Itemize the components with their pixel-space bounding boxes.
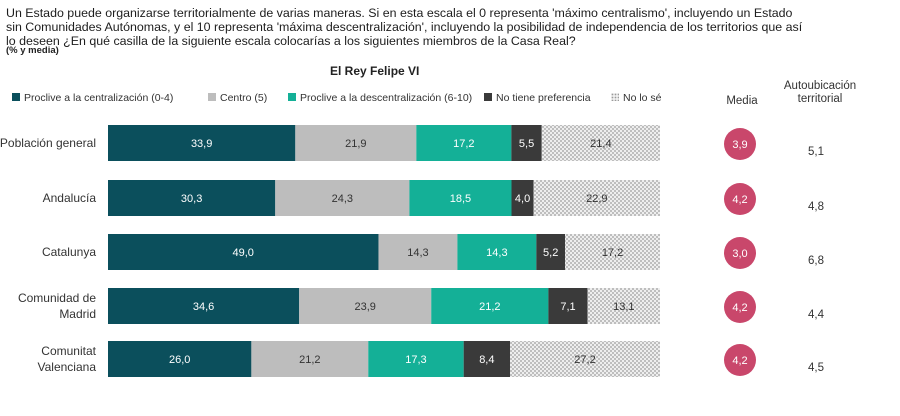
data-label: 21,2 [479, 301, 500, 313]
media-value: 3,0 [732, 248, 747, 260]
data-label: 14,3 [486, 247, 507, 259]
chart-title: El Rey Felipe VI [330, 64, 420, 78]
legend-item-descentralizacion: Proclive a la descentralización (6-10) [288, 92, 472, 104]
legend-swatch [12, 93, 20, 101]
question-text: Un Estado puede organizarse territorialm… [6, 6, 803, 48]
autoubicacion-value: 6,8 [808, 255, 824, 267]
autoubicacion-value: 4,8 [808, 201, 824, 213]
legend-swatch [611, 93, 619, 101]
legend-swatch [208, 93, 216, 101]
legend-label: No lo sé [623, 92, 662, 104]
data-label: 4,0 [515, 193, 530, 205]
bar-segment-descentralizacion [416, 125, 512, 161]
bar-segment-no_se [510, 341, 660, 377]
autoubicacion-value: 5,1 [808, 146, 824, 158]
bar-segment-centralizacion [108, 180, 276, 216]
bar-segment-no_se [533, 180, 660, 216]
bar-segment-centralizacion [108, 288, 300, 324]
data-label: 24,3 [332, 193, 353, 205]
legend-item-no-se: No lo sé [611, 92, 662, 104]
bar-segment-no_preferencia [536, 234, 566, 270]
data-label: 21,2 [299, 354, 320, 366]
bar-segment-no_se [565, 234, 660, 270]
data-label: 5,5 [519, 138, 534, 150]
bar-segment-centralizacion [108, 125, 296, 161]
media-circle [724, 183, 756, 215]
media-column-header: Media [726, 95, 758, 107]
bar-segment-no_preferencia [511, 125, 542, 161]
category-label: Catalunya [42, 245, 96, 259]
media-value: 4,2 [732, 302, 747, 314]
legend-label: No tiene preferencia [496, 92, 591, 104]
bar-segment-no_se [587, 288, 660, 324]
data-label: 7,1 [560, 301, 575, 313]
legend-label: Centro (5) [220, 92, 268, 104]
bar-segment-centro [299, 288, 432, 324]
legend-swatch [484, 93, 492, 101]
media-value: 4,2 [732, 355, 747, 367]
media-circle [724, 291, 756, 323]
data-label: 21,9 [345, 138, 366, 150]
question-note: (% y media) [6, 45, 59, 56]
media-circle [724, 128, 756, 160]
media-value: 4,2 [732, 194, 747, 206]
autoubicacion-column-header: Autoubicación territorial [783, 80, 857, 105]
data-label: 14,3 [407, 247, 428, 259]
bar-segment-centro [275, 180, 410, 216]
bar-segment-centro [251, 341, 369, 377]
bar-segment-no_preferencia [463, 341, 511, 377]
bar-segment-no_se [541, 125, 660, 161]
category-label: Población general [0, 136, 96, 150]
bar-segment-descentralizacion [457, 234, 537, 270]
media-value: 3,9 [732, 139, 747, 151]
legend-swatch [288, 93, 296, 101]
bar-segment-no_preferencia [548, 288, 588, 324]
bar-segment-centralizacion [108, 234, 379, 270]
data-label: 17,2 [453, 138, 474, 150]
data-label: 17,2 [602, 247, 623, 259]
bar-segment-centro [378, 234, 458, 270]
media-circle [724, 237, 756, 269]
bar-segment-no_preferencia [511, 180, 534, 216]
data-label: 49,0 [233, 247, 254, 259]
legend-item-no-preferencia: No tiene preferencia [484, 92, 591, 104]
data-label: 30,3 [181, 193, 202, 205]
data-label: 26,0 [169, 354, 190, 366]
legend-item-centralizacion: Proclive a la centralización (0-4) [12, 92, 173, 104]
bar-segment-descentralizacion [368, 341, 464, 377]
bar-segment-centralizacion [108, 341, 252, 377]
data-label: 18,5 [450, 193, 471, 205]
legend: Proclive a la centralización (0-4) Centr… [12, 92, 692, 106]
media-circle [724, 344, 756, 376]
data-label: 17,3 [405, 354, 426, 366]
data-label: 13,1 [613, 301, 634, 313]
data-label: 22,9 [586, 193, 607, 205]
data-label: 8,4 [479, 354, 494, 366]
bar-segment-descentralizacion [431, 288, 549, 324]
legend-label: Proclive a la centralización (0-4) [24, 92, 174, 104]
autoubicacion-value: 4,5 [808, 362, 824, 374]
data-label: 27,2 [574, 354, 595, 366]
legend-item-centro: Centro (5) [208, 92, 267, 104]
bar-segment-centro [295, 125, 417, 161]
data-label: 23,9 [355, 301, 376, 313]
autoubicacion-value: 4,4 [808, 309, 825, 321]
data-label: 5,2 [543, 247, 558, 259]
data-label: 33,9 [191, 138, 212, 150]
data-label: 34,6 [193, 301, 214, 313]
category-label: Comunitat Valenciana [38, 344, 97, 374]
bar-segment-descentralizacion [409, 180, 512, 216]
data-label: 21,4 [590, 138, 611, 150]
category-label: Andalucía [43, 191, 97, 205]
category-label: Comunidad de Madrid [18, 291, 96, 321]
legend-label: Proclive a la descentralización (6-10) [300, 92, 473, 104]
